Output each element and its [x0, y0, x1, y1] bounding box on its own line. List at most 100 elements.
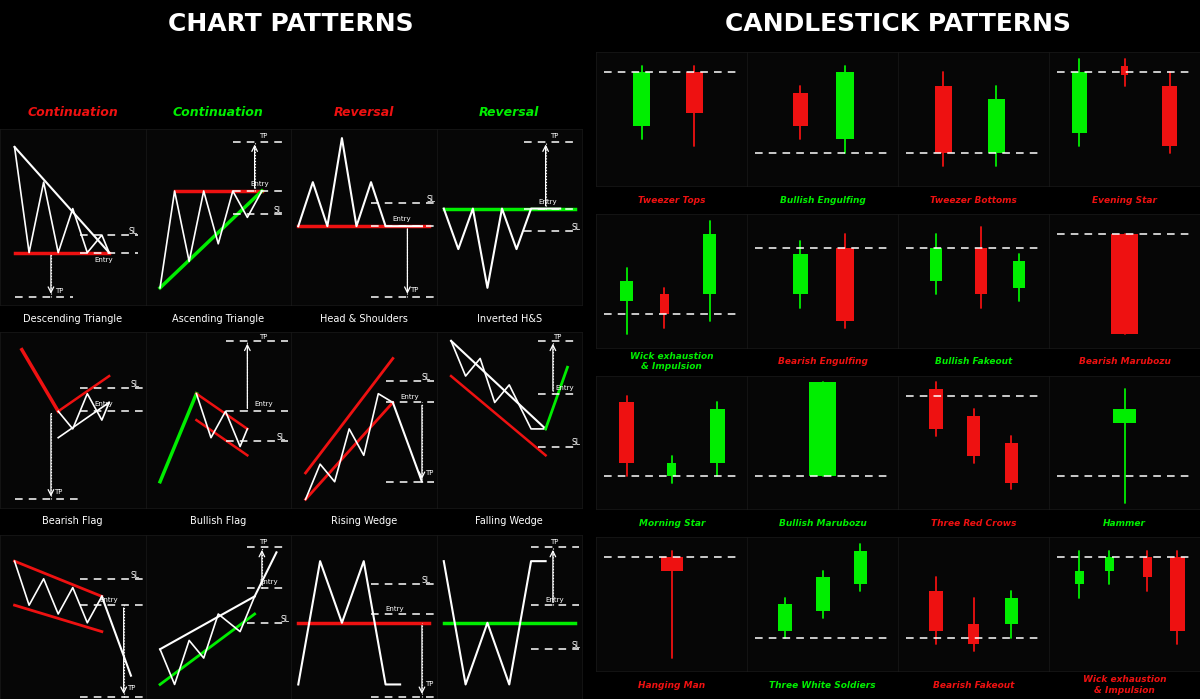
- Bar: [836, 247, 854, 321]
- Text: Ascending Triangle: Ascending Triangle: [172, 314, 264, 324]
- Bar: [836, 73, 854, 139]
- Text: Entry: Entry: [95, 257, 113, 263]
- Text: Three Red Crows: Three Red Crows: [931, 519, 1016, 528]
- Text: Head & Shoulders: Head & Shoulders: [320, 314, 408, 324]
- Text: Entry: Entry: [95, 401, 113, 408]
- Bar: [1075, 571, 1084, 584]
- Bar: [779, 604, 792, 631]
- Text: TP: TP: [55, 289, 64, 294]
- Text: Reversal: Reversal: [479, 106, 540, 119]
- Bar: [929, 591, 943, 631]
- Text: Entry: Entry: [254, 401, 274, 408]
- Bar: [968, 624, 979, 644]
- Text: SL: SL: [131, 571, 140, 579]
- Text: TP: TP: [550, 134, 558, 139]
- Bar: [853, 551, 868, 584]
- Text: SL: SL: [422, 373, 431, 382]
- Bar: [930, 247, 942, 281]
- Text: Descending Triangle: Descending Triangle: [23, 314, 122, 324]
- Bar: [792, 92, 808, 126]
- Text: TP: TP: [553, 334, 562, 340]
- Text: Entry: Entry: [251, 181, 269, 187]
- Bar: [809, 382, 836, 476]
- Text: TP: TP: [259, 134, 268, 139]
- Bar: [686, 73, 703, 113]
- Bar: [1004, 442, 1018, 483]
- Text: SL: SL: [131, 380, 140, 389]
- Text: TP: TP: [259, 539, 268, 545]
- Bar: [1114, 409, 1136, 422]
- Text: Tweezer Bottoms: Tweezer Bottoms: [930, 196, 1018, 205]
- Text: SL: SL: [281, 615, 290, 624]
- Bar: [619, 403, 634, 463]
- Text: Three White Soldiers: Three White Soldiers: [769, 681, 876, 689]
- Text: SL: SL: [572, 641, 581, 650]
- Text: Bullish Fakeout: Bullish Fakeout: [935, 357, 1013, 366]
- Bar: [988, 99, 1004, 153]
- Text: SL: SL: [426, 195, 436, 204]
- Text: Bullish Marubozu: Bullish Marubozu: [779, 519, 866, 528]
- Bar: [1111, 234, 1138, 334]
- Text: TP: TP: [550, 539, 558, 545]
- Text: SL: SL: [572, 438, 581, 447]
- Bar: [792, 254, 808, 294]
- Bar: [619, 281, 634, 301]
- Text: Bullish Engulfing: Bullish Engulfing: [780, 196, 865, 205]
- Bar: [709, 409, 725, 463]
- Bar: [1004, 598, 1018, 624]
- Text: SL: SL: [422, 576, 431, 585]
- Bar: [667, 463, 677, 476]
- Bar: [1013, 261, 1025, 287]
- Text: CHART PATTERNS: CHART PATTERNS: [168, 12, 414, 36]
- Bar: [1163, 86, 1177, 146]
- Text: TP: TP: [126, 685, 134, 691]
- Text: TP: TP: [54, 489, 62, 496]
- Text: Evening Star: Evening Star: [1092, 196, 1157, 205]
- Bar: [634, 73, 650, 126]
- Text: SL: SL: [128, 227, 137, 236]
- Text: Wick exhaustion
& Impulsion: Wick exhaustion & Impulsion: [1082, 675, 1166, 695]
- Text: Entry: Entry: [385, 606, 404, 612]
- Text: Falling Wedge: Falling Wedge: [475, 517, 544, 526]
- Text: Entry: Entry: [556, 385, 575, 391]
- Text: Bearish Flag: Bearish Flag: [42, 517, 103, 526]
- Bar: [929, 389, 943, 429]
- Bar: [1072, 73, 1087, 133]
- Text: Tweezer Tops: Tweezer Tops: [638, 196, 706, 205]
- Text: SL: SL: [276, 433, 286, 442]
- Text: Entry: Entry: [546, 597, 564, 603]
- Text: TP: TP: [425, 470, 433, 476]
- Text: Inverted H&S: Inverted H&S: [476, 314, 542, 324]
- Text: Entry: Entry: [539, 199, 557, 205]
- Text: TP: TP: [259, 334, 268, 340]
- Text: Bullish Flag: Bullish Flag: [190, 517, 246, 526]
- Text: Hammer: Hammer: [1103, 519, 1146, 528]
- Text: SL: SL: [274, 206, 282, 215]
- Bar: [976, 247, 988, 294]
- Text: CANDLESTICK PATTERNS: CANDLESTICK PATTERNS: [725, 12, 1072, 36]
- Text: Bearish Engulfing: Bearish Engulfing: [778, 357, 868, 366]
- Bar: [703, 234, 716, 294]
- Text: Entry: Entry: [400, 394, 419, 401]
- Text: Reversal: Reversal: [334, 106, 394, 119]
- Text: Entry: Entry: [392, 216, 412, 222]
- Bar: [660, 557, 683, 571]
- Text: TP: TP: [410, 287, 419, 293]
- Text: SL: SL: [572, 224, 581, 233]
- Text: Continuation: Continuation: [173, 106, 264, 119]
- Text: TP: TP: [425, 682, 433, 687]
- Text: Bearish Fakeout: Bearish Fakeout: [932, 681, 1014, 689]
- Bar: [1105, 557, 1114, 571]
- Text: Morning Star: Morning Star: [638, 519, 706, 528]
- Text: Bearish Marubozu: Bearish Marubozu: [1079, 357, 1170, 366]
- Text: Entry: Entry: [259, 579, 277, 585]
- Bar: [816, 577, 829, 611]
- Text: Wick exhaustion
& Impulsion: Wick exhaustion & Impulsion: [630, 352, 714, 371]
- Text: Continuation: Continuation: [28, 106, 118, 119]
- Bar: [967, 416, 980, 456]
- Text: Rising Wedge: Rising Wedge: [331, 517, 397, 526]
- Bar: [1121, 66, 1128, 75]
- Text: Hanging Man: Hanging Man: [638, 681, 706, 689]
- Bar: [935, 86, 952, 153]
- Bar: [1170, 557, 1184, 631]
